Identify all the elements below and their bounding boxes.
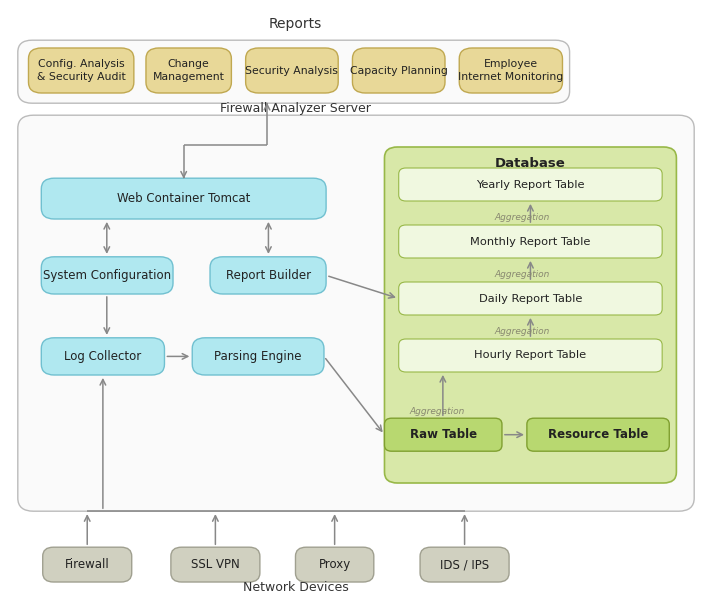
Text: Hourly Report Table: Hourly Report Table	[474, 350, 587, 361]
FancyBboxPatch shape	[41, 338, 164, 375]
FancyBboxPatch shape	[295, 547, 374, 582]
FancyBboxPatch shape	[210, 257, 326, 294]
FancyBboxPatch shape	[18, 40, 570, 103]
FancyBboxPatch shape	[171, 547, 260, 582]
Text: Parsing Engine: Parsing Engine	[214, 350, 302, 363]
Text: Raw Table: Raw Table	[409, 428, 477, 441]
FancyBboxPatch shape	[420, 547, 509, 582]
FancyBboxPatch shape	[384, 147, 676, 483]
Text: Security Analysis: Security Analysis	[246, 65, 338, 76]
Text: Resource Table: Resource Table	[548, 428, 648, 441]
Text: Aggregation: Aggregation	[495, 326, 550, 335]
FancyBboxPatch shape	[192, 338, 324, 375]
Text: Log Collector: Log Collector	[64, 350, 142, 363]
Text: Yearly Report Table: Yearly Report Table	[476, 179, 585, 190]
FancyBboxPatch shape	[41, 178, 326, 219]
FancyBboxPatch shape	[28, 48, 134, 93]
FancyBboxPatch shape	[41, 257, 173, 294]
FancyBboxPatch shape	[459, 48, 562, 93]
FancyBboxPatch shape	[399, 339, 662, 372]
Text: Employee
Internet Monitoring: Employee Internet Monitoring	[459, 59, 563, 82]
FancyBboxPatch shape	[384, 418, 502, 451]
Text: Web Container Tomcat: Web Container Tomcat	[117, 192, 251, 205]
Text: Network Devices: Network Devices	[243, 581, 348, 594]
Text: Capacity Planning: Capacity Planning	[350, 65, 448, 76]
FancyBboxPatch shape	[399, 168, 662, 201]
Text: Database: Database	[495, 157, 566, 170]
Text: IDS / IPS: IDS / IPS	[440, 558, 489, 571]
Text: Aggregation: Aggregation	[495, 212, 550, 221]
Text: Change
Management: Change Management	[153, 59, 224, 82]
Text: Aggregation: Aggregation	[495, 269, 550, 278]
FancyBboxPatch shape	[527, 418, 669, 451]
Text: System Configuration: System Configuration	[43, 269, 171, 282]
FancyBboxPatch shape	[43, 547, 132, 582]
FancyBboxPatch shape	[246, 48, 338, 93]
Text: Daily Report Table: Daily Report Table	[478, 293, 582, 304]
Text: Monthly Report Table: Monthly Report Table	[470, 236, 591, 247]
Text: Proxy: Proxy	[318, 558, 351, 571]
FancyBboxPatch shape	[352, 48, 445, 93]
Text: Config. Analysis
& Security Audit: Config. Analysis & Security Audit	[37, 59, 125, 82]
Text: Aggregation: Aggregation	[409, 407, 465, 415]
FancyBboxPatch shape	[399, 282, 662, 315]
Text: Reports: Reports	[269, 17, 322, 31]
Text: SSL VPN: SSL VPN	[191, 558, 240, 571]
FancyBboxPatch shape	[146, 48, 231, 93]
FancyBboxPatch shape	[18, 115, 694, 511]
FancyBboxPatch shape	[399, 225, 662, 258]
Text: Firewall Analyzer Server: Firewall Analyzer Server	[220, 101, 371, 115]
Text: Report Builder: Report Builder	[226, 269, 310, 282]
Text: Firewall: Firewall	[65, 558, 110, 571]
